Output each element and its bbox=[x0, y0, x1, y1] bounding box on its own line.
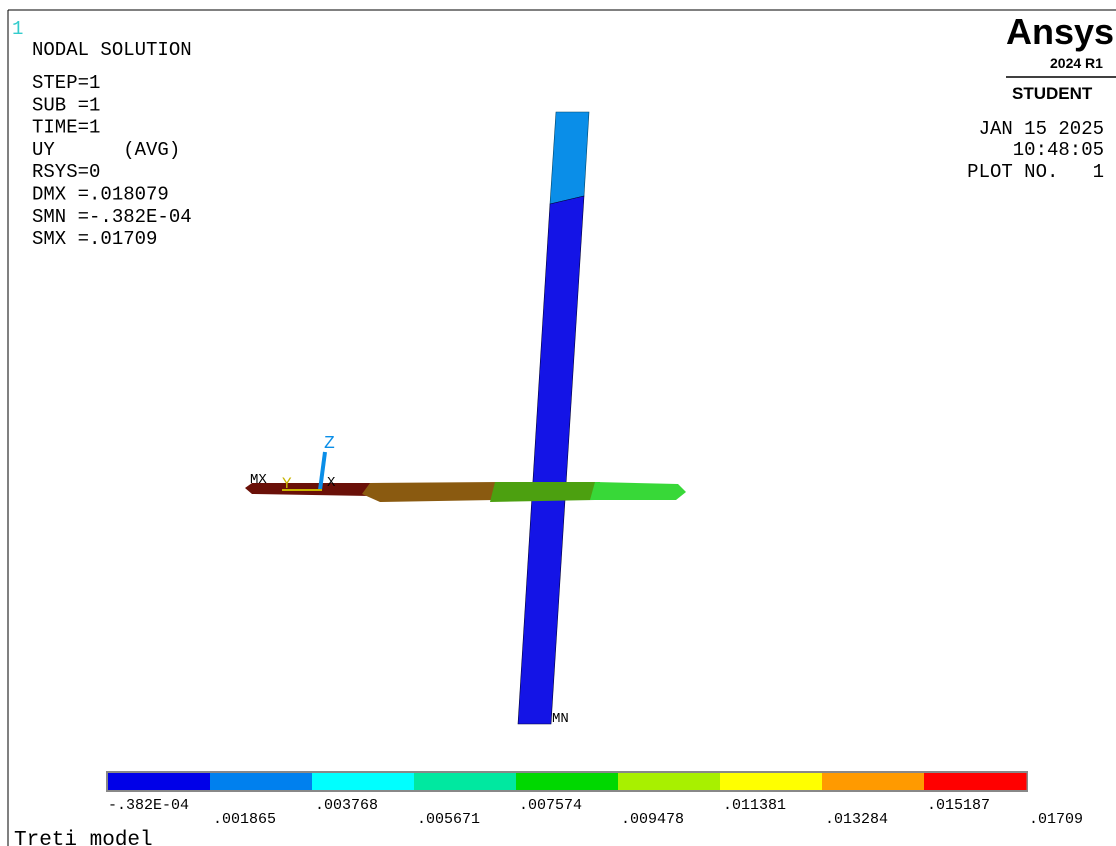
info-line: SUB =1 bbox=[32, 94, 100, 116]
max-label: MX bbox=[250, 472, 267, 488]
window-number: 1 bbox=[12, 18, 23, 40]
logo-brand: Ansys bbox=[1006, 11, 1114, 52]
legend-band bbox=[822, 773, 925, 790]
caption: Treti model bbox=[14, 829, 153, 846]
legend-band bbox=[210, 773, 313, 790]
legend-label: .01709 bbox=[1029, 811, 1083, 828]
legend-label: .001865 bbox=[213, 811, 276, 828]
plate-mid2 bbox=[490, 482, 600, 502]
axis-z: Z bbox=[324, 434, 335, 454]
column-top bbox=[550, 112, 589, 204]
info-line: STEP=1 bbox=[32, 72, 100, 94]
legend-label: .005671 bbox=[417, 811, 480, 828]
legend-label: .003768 bbox=[315, 797, 378, 814]
axis-x: X bbox=[327, 475, 336, 491]
legend-label: .011381 bbox=[723, 797, 786, 814]
plate-mid bbox=[362, 482, 500, 502]
time: 10:48:05 bbox=[1013, 139, 1104, 161]
legend-label: .015187 bbox=[927, 797, 990, 814]
info-line: SMX =.01709 bbox=[32, 228, 157, 250]
legend-band bbox=[312, 773, 415, 790]
info-line: TIME=1 bbox=[32, 117, 100, 139]
plot-number: PLOT NO. 1 bbox=[967, 161, 1104, 183]
info-title: NODAL SOLUTION bbox=[32, 39, 192, 61]
axis-y: Y bbox=[282, 475, 292, 493]
date: JAN 15 2025 bbox=[979, 118, 1104, 140]
legend-label: .009478 bbox=[621, 811, 684, 828]
logo-version: 2024 R1 bbox=[1050, 55, 1103, 71]
ansys-graphics-window: 1 NODAL SOLUTION STEP=1SUB =1TIME=1UY (A… bbox=[0, 0, 1116, 846]
legend-label: .013284 bbox=[825, 811, 888, 828]
info-line: RSYS=0 bbox=[32, 161, 100, 183]
logo-edition: STUDENT bbox=[1012, 84, 1093, 103]
legend-band bbox=[516, 773, 619, 790]
legend-band bbox=[108, 773, 211, 790]
min-label: MN bbox=[552, 711, 569, 727]
legend-label: -.382E-04 bbox=[108, 797, 189, 814]
plate-end bbox=[590, 482, 686, 500]
legend-band bbox=[618, 773, 721, 790]
legend-band bbox=[720, 773, 823, 790]
legend-band bbox=[414, 773, 517, 790]
info-line: DMX =.018079 bbox=[32, 184, 169, 206]
legend-band bbox=[924, 773, 1027, 790]
info-line: UY (AVG) bbox=[32, 139, 180, 161]
info-line: SMN =-.382E-04 bbox=[32, 206, 192, 228]
legend-label: .007574 bbox=[519, 797, 582, 814]
